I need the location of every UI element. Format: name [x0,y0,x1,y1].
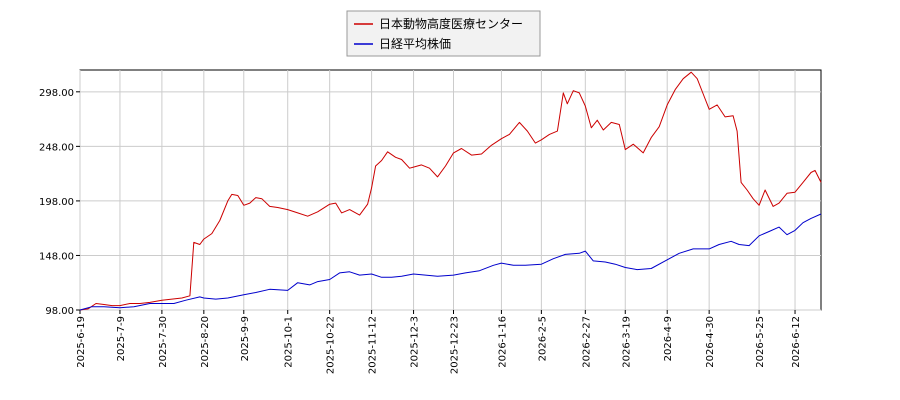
x-tick-label: 2026-1-16 [497,316,508,368]
x-tick-label: 2025-12-3 [410,316,421,368]
grid [79,70,821,311]
legend-label-0: 日本動物高度医療センター [379,16,523,31]
x-tick-label: 2026-6-12 [791,316,802,368]
y-tick-label: 298.00 [39,88,74,99]
x-tick-label: 2026-5-25 [755,316,766,368]
y-tick-label: 248.00 [39,142,74,153]
x-tick-label: 2025-10-22 [326,316,337,374]
x-tick-label: 2025-7-30 [158,316,169,368]
legend-label-1: 日経平均株価 [379,36,451,51]
series-line-1 [79,213,822,311]
x-tick-label: 2025-12-23 [449,316,460,374]
x-tick-label: 2025-7-9 [116,316,127,361]
x-tick-label: 2025-8-20 [200,316,211,368]
series-layer [79,71,822,311]
x-tick-label: 2026-4-9 [663,316,674,361]
y-tick-label: 98.00 [45,306,74,317]
legend: 日本動物高度医療センター 日経平均株価 [346,10,541,57]
x-tick-label: 2026-3-19 [621,316,632,368]
axes: 98.00 148.00 198.00 248.00 298.00 2025-6-19 20… [39,88,802,374]
x-tick-label: 2026-2-27 [581,316,592,368]
series-line-0 [79,71,822,311]
y-tick-label: 148.00 [39,251,74,262]
x-tick-label: 2025-9-9 [240,316,251,361]
x-tick-label: 2026-4-30 [705,316,716,368]
legend-box [346,10,541,57]
x-tick-label: 2025-6-19 [76,316,87,368]
x-tick-label: 2026-2-5 [537,316,548,361]
y-tick-label: 198.00 [39,197,74,208]
x-tick-label: 2025-11-12 [368,316,379,374]
x-tick-label: 2025-10-1 [284,316,295,368]
